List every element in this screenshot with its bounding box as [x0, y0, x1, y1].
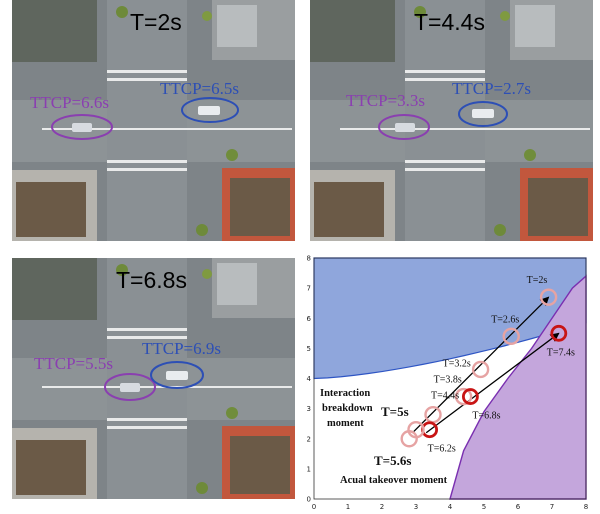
point-label: T=2s	[527, 275, 548, 286]
y-tick-label: 6	[307, 315, 312, 323]
aerial-background	[12, 0, 295, 241]
annotations: Interaction breakdown moment T=5s T=5.6s…	[320, 388, 448, 486]
ttcp-purple-label: TTCP=3.3s	[346, 91, 425, 110]
vehicle-purple	[51, 114, 113, 140]
vehicle-purple	[378, 114, 430, 140]
breakdown-line-1: Interaction	[320, 388, 370, 399]
data-point	[454, 387, 473, 406]
x-tick-label: 4	[448, 503, 453, 511]
x-tick-label: 6	[516, 503, 521, 511]
ttcp-blue-label: TTCP=6.5s	[160, 79, 239, 98]
x-tick-label: 7	[550, 503, 554, 511]
point-label: T=6.2s	[428, 444, 456, 455]
point-label: T=7.4s	[547, 347, 575, 358]
vehicle-blue	[150, 361, 204, 389]
breakdown-line-2: breakdown	[322, 403, 373, 414]
trajectory-arrow	[412, 296, 550, 434]
data-point	[502, 327, 520, 346]
aerial-background	[12, 258, 295, 499]
data-point	[539, 288, 558, 306]
y-tick-label: 0	[307, 496, 311, 504]
trajectory-arrows	[412, 296, 560, 434]
vehicle-purple	[104, 373, 156, 401]
y-tick-label: 8	[307, 255, 311, 263]
vehicle-blue	[458, 101, 508, 127]
point-label: T=3.2s	[443, 358, 471, 369]
ttcp-blue-label: TTCP=2.7s	[452, 79, 531, 98]
x-tick-label: 1	[346, 503, 350, 511]
time-label: T=2s	[130, 9, 182, 35]
takeover-annotation: Acual takeover moment	[340, 475, 448, 486]
ttcp-purple-label: TTCP=5.5s	[34, 354, 113, 373]
point-label: T=6.8s	[472, 411, 500, 422]
x-tick-label: 0	[312, 503, 316, 511]
data-point	[550, 324, 568, 342]
data-point	[461, 388, 479, 405]
y-tick-label: 5	[307, 345, 311, 353]
interaction-chart: 0 1 2 3 4 5 6 7 8 0 1 2 3 4 5 6 7 8 T=2s T=2.6s T=3.2s T=3.8…	[300, 250, 600, 514]
vehicle-blue	[181, 97, 239, 123]
y-tick-label: 7	[307, 285, 311, 293]
aerial-panel-t4-4: T=4.4s TTCP=3.3s TTCP=2.7s	[310, 0, 593, 241]
data-point	[407, 421, 425, 439]
time-label: T=6.8s	[116, 267, 187, 293]
x-tick-label: 2	[380, 503, 384, 511]
aerial-background	[310, 0, 593, 241]
x-tick-label: 8	[584, 503, 588, 511]
data-points: T=2s T=2.6s T=3.2s T=3.8s T=4.4s T=7.4s T=6.8s…	[400, 275, 575, 455]
point-label: T=3.8s	[434, 375, 462, 386]
time-label: T=4.4s	[414, 9, 485, 35]
ttcp-blue-label: TTCP=6.9s	[142, 339, 221, 358]
ttcp-purple-label: TTCP=6.6s	[30, 93, 109, 112]
x-tick-label: 5	[482, 503, 486, 511]
point-label: T=4.4s	[431, 391, 459, 402]
x-tick-label: 3	[414, 503, 418, 511]
aerial-panel-t6-8: T=6.8s TTCP=5.5s TTCP=6.9s	[12, 258, 295, 499]
y-tick-label: 2	[307, 435, 311, 443]
data-point	[424, 405, 442, 424]
point-label: T=2.6s	[491, 314, 519, 325]
t56-annotation: T=5.6s	[374, 453, 411, 468]
y-tick-label: 1	[307, 465, 311, 473]
axis-ticks: 0 1 2 3 4 5 6 7 8 0 1 2 3 4 5 6 7 8	[307, 255, 589, 512]
breakdown-line-3: moment	[327, 418, 364, 429]
y-tick-label: 3	[307, 405, 311, 413]
plot-frame	[313, 257, 587, 500]
t5-annotation: T=5s	[381, 404, 409, 419]
trajectory-arrow	[425, 332, 560, 434]
aerial-panel-t2: T=2s TTCP=6.6s TTCP=6.5s	[12, 0, 295, 241]
y-tick-label: 4	[307, 375, 312, 383]
data-point	[471, 360, 490, 379]
